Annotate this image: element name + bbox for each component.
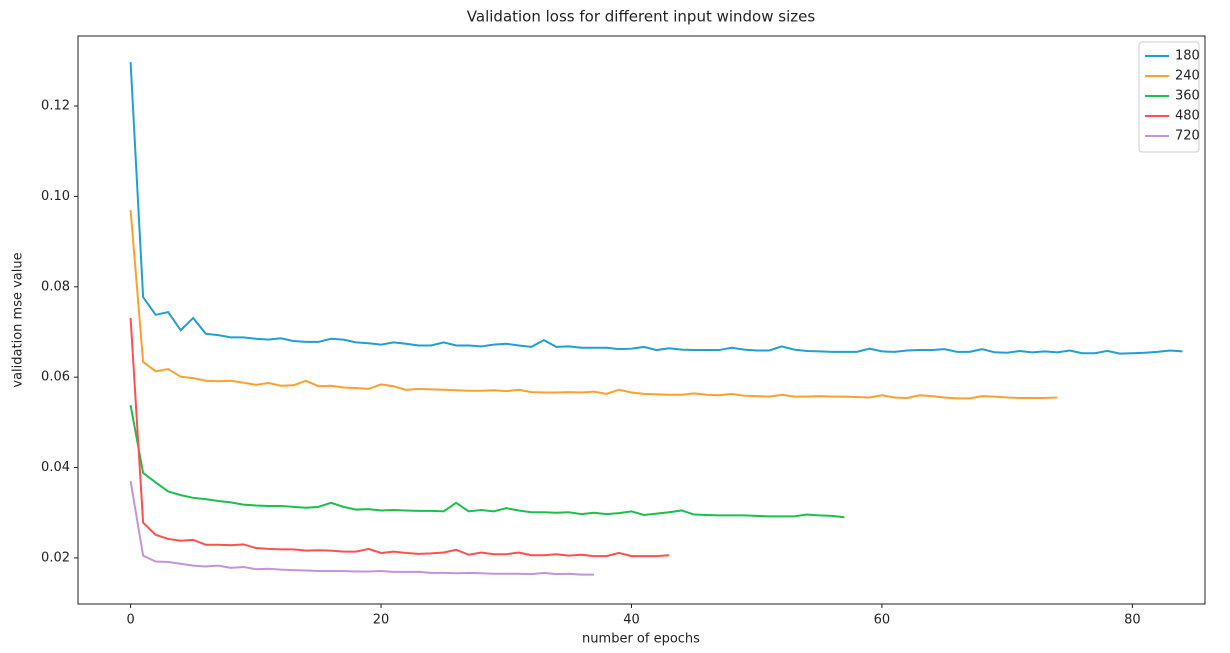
- series-line: [129, 317, 670, 558]
- y-tick-label: 0.04: [41, 460, 70, 475]
- series-line: [129, 209, 1058, 400]
- x-tick-label: 40: [623, 613, 640, 628]
- plot-frame: [77, 35, 1206, 605]
- series-line: [129, 480, 594, 576]
- x-axis-label: number of epochs: [582, 632, 700, 647]
- legend-label: 480: [1175, 109, 1200, 124]
- x-tick-label: 80: [1124, 613, 1141, 628]
- y-tick-label: 0.02: [41, 550, 70, 565]
- y-tick-label: 0.10: [41, 189, 70, 204]
- series-line: [129, 62, 1183, 355]
- x-tick-label: 60: [874, 613, 891, 628]
- x-tick-label: 20: [373, 613, 390, 628]
- y-tick-label: 0.06: [41, 370, 70, 385]
- y-axis-label: validation mse value: [11, 252, 26, 387]
- x-tick-label: 0: [126, 613, 134, 628]
- y-tick-label: 0.12: [41, 99, 70, 114]
- legend-label: 360: [1175, 89, 1200, 104]
- legend-label: 720: [1175, 129, 1200, 144]
- legend-label: 240: [1175, 69, 1200, 84]
- chart-title: Validation loss for different input wind…: [467, 8, 816, 26]
- y-tick-label: 0.08: [41, 279, 70, 294]
- series-line: [129, 404, 845, 519]
- legend-label: 180: [1175, 49, 1200, 64]
